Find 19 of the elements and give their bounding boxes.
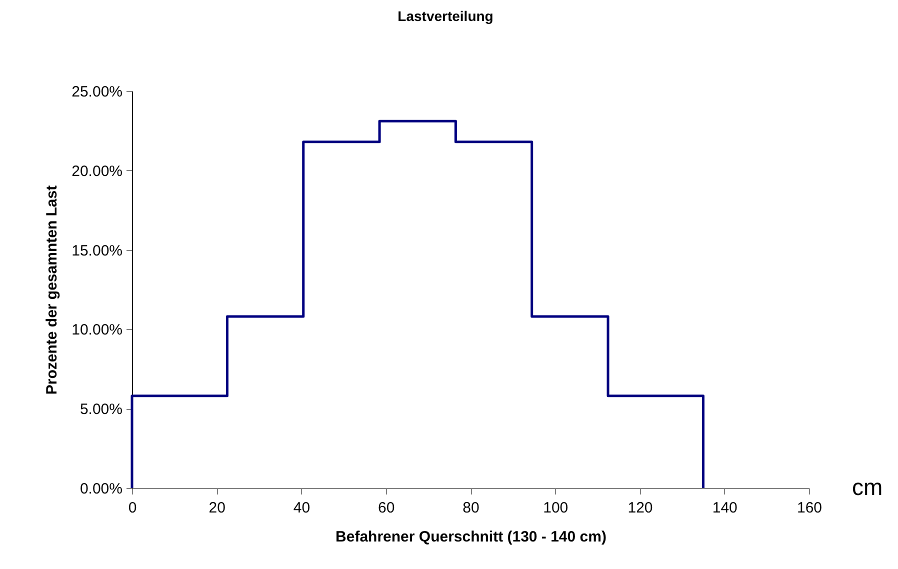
x-tick-label: 140 xyxy=(712,500,738,516)
x-tick-label: 20 xyxy=(208,500,226,516)
x-tick-label: 60 xyxy=(378,500,395,516)
x-tick-label: 80 xyxy=(462,500,480,516)
x-tick-label: 40 xyxy=(293,500,310,516)
chart-title: Lastverteilung xyxy=(398,8,494,24)
y-tick-label: 10.00% xyxy=(72,322,122,339)
x-tick-label: 0 xyxy=(128,500,137,516)
y-tick-label: 20.00% xyxy=(72,162,122,180)
x-axis-title: Befahrener Querschnitt (130 - 140 cm) xyxy=(336,528,606,546)
x-tick-label: 120 xyxy=(628,500,653,516)
y-tick-label: 25.00% xyxy=(72,84,122,100)
y-axis-title: Prozente der gesamnten Last xyxy=(44,185,61,395)
y-tick-label: 5.00% xyxy=(80,401,122,418)
y-tick-label: 15.00% xyxy=(72,242,122,260)
y-tick-label: 0.00% xyxy=(80,480,122,498)
text: cm xyxy=(852,474,883,500)
x-tick-label: 160 xyxy=(796,500,822,516)
x-tick-label: 100 xyxy=(543,500,568,516)
